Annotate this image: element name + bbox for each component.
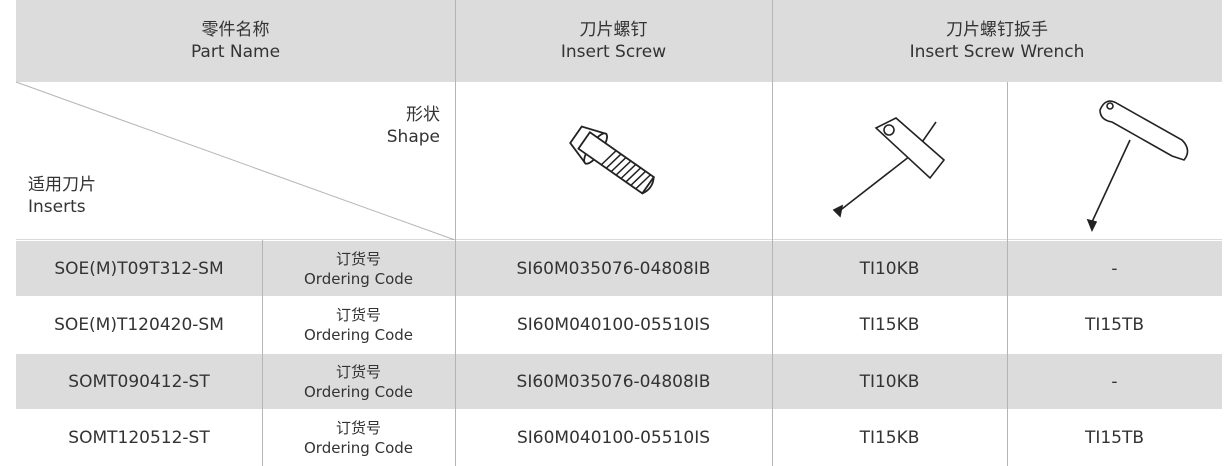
shape-label: 形状 Shape <box>340 104 440 148</box>
code-label: Ordering Code <box>304 439 413 457</box>
cell-text: SOMT120512-ST <box>68 428 210 448</box>
header-text: 零件名称 <box>201 20 270 40</box>
cell-text: SOE(M)T120420-SM <box>54 315 224 335</box>
cell-text: TI15TB <box>1084 428 1145 448</box>
cell-text: - <box>1111 258 1118 279</box>
cell-text: SI60M040100-05510IS <box>516 315 711 335</box>
inserts-text: Inserts <box>28 197 86 217</box>
table-cell: SI60M040100-05510IS <box>455 296 772 353</box>
table-cell: SI60M040100-05510IS <box>455 409 772 466</box>
shape-text: Shape <box>386 127 440 147</box>
inserts-text: 适用刀片 <box>28 175 96 195</box>
table-cell: 订货号 Ordering Code <box>262 296 455 353</box>
cell-text: SOMT090412-ST <box>68 371 210 392</box>
cell-text: TI15KB <box>859 315 920 335</box>
header-text: 刀片螺钉扳手 <box>946 20 1048 40</box>
code-label: Ordering Code <box>304 382 413 401</box>
table-cell: TI15KB <box>772 296 1007 353</box>
screw-icon <box>569 125 656 195</box>
cell-text: - <box>1111 371 1118 392</box>
header-text: Insert Screw Wrench <box>909 42 1085 62</box>
header-text: 刀片螺钉 <box>579 20 648 40</box>
table-cell: TI15TB <box>1007 296 1222 353</box>
code-label: 订货号 <box>335 249 381 268</box>
table-cell: SOMT090412-ST <box>16 353 262 409</box>
cell-text: SOE(M)T09T312-SM <box>54 258 224 279</box>
table-cell: TI15TB <box>1007 409 1222 466</box>
col-divider <box>772 0 773 466</box>
cell-text: SI60M040100-05510IS <box>516 428 711 448</box>
cell-text: TI10KB <box>859 371 920 392</box>
table-cell: SOE(M)T09T312-SM <box>16 240 262 296</box>
shape-text: 形状 <box>406 105 440 125</box>
diagonal <box>15 81 456 241</box>
header-cell: 刀片螺钉 Insert Screw <box>455 0 772 82</box>
table-cell: - <box>1007 240 1222 296</box>
table-cell: 订货号 Ordering Code <box>262 240 455 296</box>
cell-text: TI15TB <box>1084 315 1145 335</box>
code-label: 订货号 <box>335 362 381 381</box>
table-cell: 订货号 Ordering Code <box>262 409 455 466</box>
table-cell: TI10KB <box>772 353 1007 409</box>
table-cell: SOE(M)T120420-SM <box>16 296 262 353</box>
cell-text: SI60M035076-04808IB <box>516 371 711 392</box>
code-label: Ordering Code <box>304 326 413 344</box>
cell-text: SI60M035076-04808IB <box>516 258 711 279</box>
cell-text: TI15KB <box>859 428 920 448</box>
table-cell: TI10KB <box>772 240 1007 296</box>
header-text: Insert Screw <box>560 42 667 62</box>
header-cell: 零件名称 Part Name <box>16 0 455 82</box>
col-divider <box>262 240 263 466</box>
code-label: Ordering Code <box>304 269 413 288</box>
col-divider <box>1007 82 1008 466</box>
table-cell: SI60M035076-04808IB <box>455 353 772 409</box>
table-cell: 订货号 Ordering Code <box>262 353 455 409</box>
cell-text: TI10KB <box>859 258 920 279</box>
code-label: 订货号 <box>335 419 381 437</box>
table-cell: TI15KB <box>772 409 1007 466</box>
table-cell: SI60M035076-04808IB <box>455 240 772 296</box>
wrench-kb-icon <box>832 117 946 218</box>
table-cell: SOMT120512-ST <box>16 409 262 466</box>
header-text: Part Name <box>190 42 281 62</box>
wrench-tb-icon <box>1086 100 1189 232</box>
col-divider <box>455 0 456 466</box>
header-cell: 刀片螺钉扳手 Insert Screw Wrench <box>772 0 1222 82</box>
code-label: 订货号 <box>335 306 381 324</box>
inserts-label: 适用刀片 Inserts <box>28 174 148 218</box>
table-cell: - <box>1007 353 1222 409</box>
